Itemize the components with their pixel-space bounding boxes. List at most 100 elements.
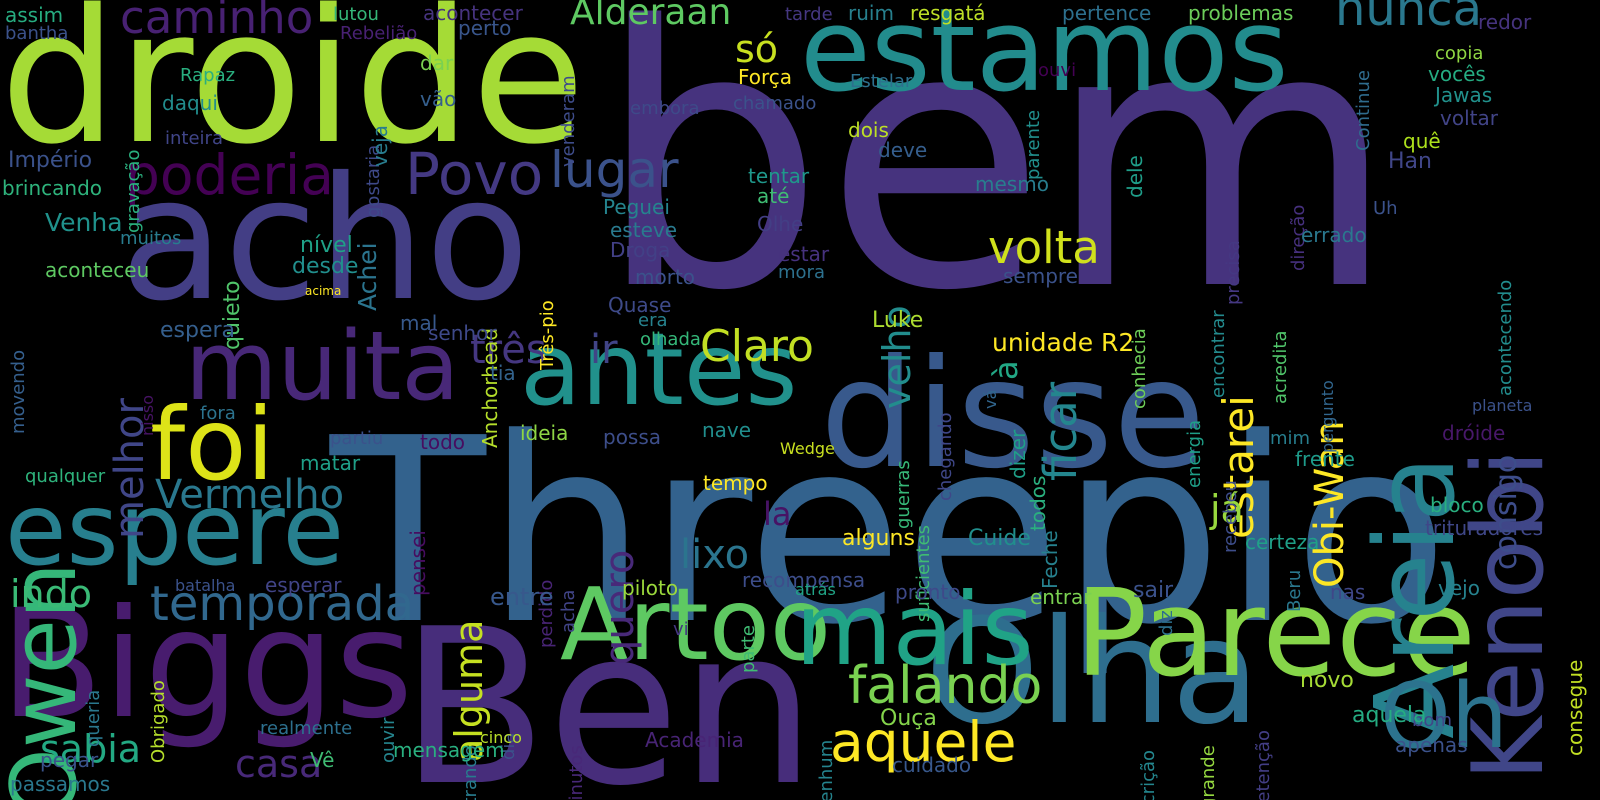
word: Vê (310, 748, 335, 772)
word: passamos (10, 772, 111, 796)
word: Três-pio (537, 300, 558, 370)
word: Feche (1038, 530, 1062, 589)
word: vocês (1428, 62, 1486, 86)
word: Ben (400, 582, 817, 800)
word: quero (597, 549, 643, 665)
word: unidade R2 (992, 328, 1135, 357)
word: pegar (40, 748, 99, 772)
word: volta (988, 221, 1100, 274)
word: Anchorhead (478, 327, 502, 448)
word: voltar (1440, 106, 1498, 130)
word: gravação (123, 149, 144, 233)
word: parte (738, 625, 759, 673)
word: recompensa (742, 568, 866, 592)
word: acho (120, 141, 530, 339)
word: fora (200, 403, 236, 424)
word: problemas (1188, 1, 1294, 25)
word: sair (1133, 578, 1174, 603)
word: indo (10, 572, 93, 616)
word: pergunto (1318, 380, 1337, 453)
word: à (987, 360, 1025, 380)
word: mais (795, 571, 1034, 688)
word: Olha (925, 588, 1261, 757)
word: Rapaz (180, 65, 236, 86)
word: droide (0, 0, 586, 185)
word: nunca (1335, 0, 1483, 37)
word: pertence (1062, 1, 1152, 25)
word: trituradores (1425, 516, 1544, 540)
word: acima (305, 284, 342, 298)
word: Rebelião (340, 23, 418, 44)
word: senhor (428, 321, 497, 345)
word: três (470, 327, 547, 373)
word: nenhum (816, 739, 837, 800)
word: Alderaan (570, 0, 732, 33)
word: encontrar (1208, 310, 1229, 398)
word: Força (738, 65, 793, 89)
word: Vermelho (155, 472, 345, 518)
word: precisa (1223, 240, 1244, 305)
word: bom (1412, 710, 1452, 731)
word: ruim (848, 1, 894, 25)
word: esperar (265, 573, 342, 597)
word: bem (596, 0, 1397, 369)
word: ir (590, 327, 618, 373)
word: partiu (330, 428, 384, 449)
word: veja (368, 125, 392, 167)
word: pensei (406, 530, 430, 596)
word: venderam (558, 75, 579, 167)
word: sempre (1003, 264, 1078, 288)
word: bantha (5, 23, 69, 44)
word: Parece (1075, 565, 1476, 704)
word: tia (490, 361, 516, 385)
word: resgatá (910, 1, 986, 25)
word: copia (1435, 43, 1484, 64)
word: ideia (520, 421, 569, 445)
word: disse (820, 328, 1206, 502)
word: mora (778, 262, 825, 283)
word: guerras (893, 460, 914, 529)
word: lutou (333, 4, 379, 25)
word: Wedge (780, 439, 835, 458)
word: só (735, 27, 779, 71)
word: tentar (748, 164, 810, 188)
word: chamado (733, 93, 817, 114)
word: novo (1300, 668, 1354, 693)
word: espera (160, 318, 236, 343)
word: apenas (1395, 733, 1468, 757)
word: Jawas (1435, 83, 1493, 107)
word: realmente (260, 718, 353, 739)
word: dar (420, 51, 454, 75)
word: nível (300, 233, 353, 258)
word: batalha (175, 576, 236, 595)
word: nisso (138, 394, 157, 436)
word: Biggs (0, 578, 414, 752)
word: caminho (120, 0, 314, 44)
word: grande (1198, 745, 1219, 800)
word: Peguei (603, 195, 670, 219)
word: falando (848, 656, 1043, 716)
word: Academia (645, 728, 744, 752)
word: la (763, 495, 792, 533)
word: Império (8, 148, 93, 173)
word: pronto (895, 580, 961, 604)
word: perto (458, 16, 512, 40)
word: movendo (8, 349, 29, 434)
word: todo (420, 430, 466, 454)
word: bloco (1430, 493, 1484, 517)
word: deve (878, 138, 928, 162)
word: dróide (1442, 421, 1506, 445)
word: lugar (550, 141, 679, 199)
word: muita (185, 312, 460, 422)
word: detenção (1253, 730, 1274, 800)
word: Oh (1380, 664, 1508, 769)
word: antes (520, 311, 798, 428)
word: acontecendo (1495, 279, 1516, 396)
word: foi (150, 386, 275, 503)
word: vá (981, 389, 1000, 409)
word: Beru (1284, 569, 1305, 612)
word: Ouça (880, 706, 937, 731)
word: tempo (703, 471, 768, 495)
word: possa (603, 425, 662, 449)
